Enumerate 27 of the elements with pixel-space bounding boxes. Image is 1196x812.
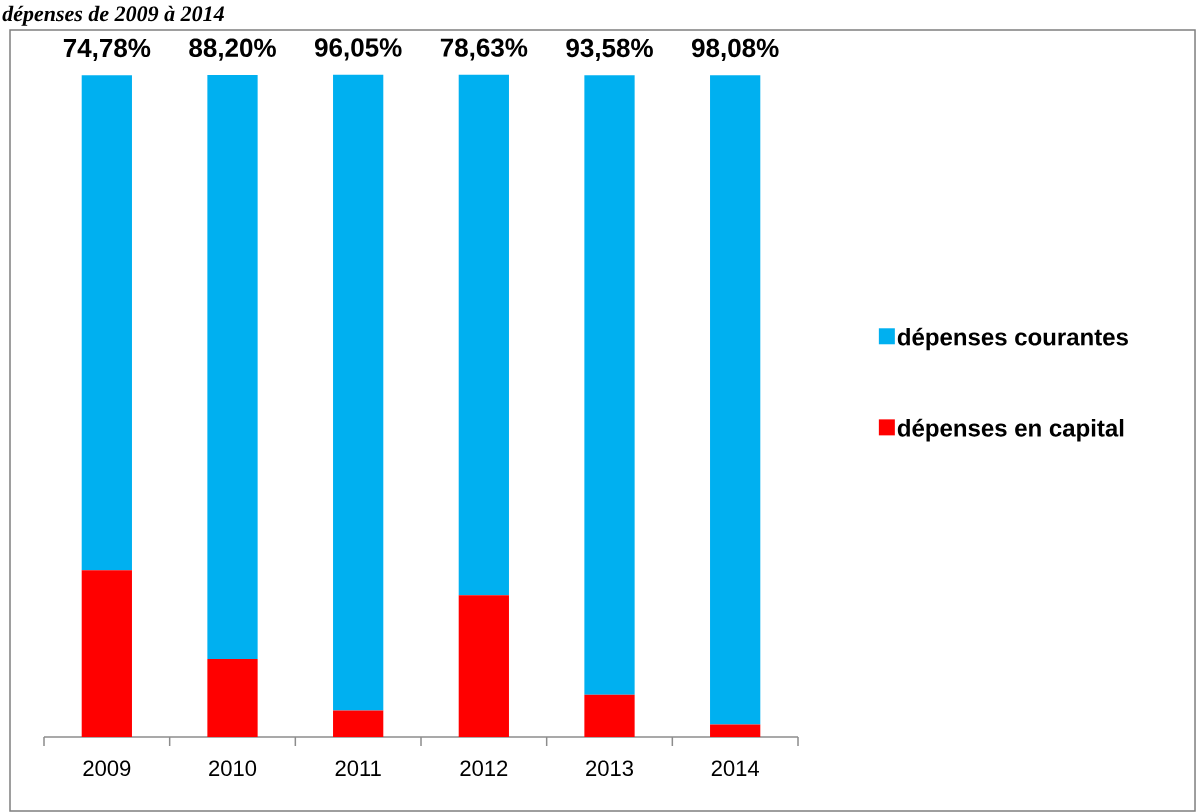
bar: [584, 694, 635, 737]
data-label: 93,58%: [566, 38, 653, 61]
bar: [710, 724, 761, 737]
legend-label: dépenses en capital: [897, 418, 1124, 442]
bar: [333, 710, 384, 737]
bar: [458, 595, 509, 737]
bar: [207, 74, 258, 659]
x-tick-label: 2010: [209, 760, 257, 777]
x-tick-label: 2014: [711, 760, 759, 777]
bar: [584, 75, 635, 695]
x-tick-label: 2013: [586, 760, 633, 777]
chart-title: dépenses de 2009 à 2014: [2, 5, 224, 26]
bar: [710, 75, 761, 725]
x-tick-label: 2009: [83, 760, 131, 777]
bar: [81, 570, 132, 737]
data-label: 88,20%: [189, 38, 276, 61]
data-label: 96,05%: [314, 38, 402, 61]
data-label: 98,08%: [691, 38, 779, 61]
bar: [81, 75, 132, 571]
x-tick-label: 2012: [460, 760, 508, 777]
bar: [458, 74, 509, 596]
data-label: 74,78%: [63, 38, 151, 61]
x-tick-label: 2011: [335, 760, 381, 777]
bar: [207, 658, 258, 737]
legend-label: dépenses courantes: [897, 327, 1128, 351]
bar: [333, 74, 384, 711]
data-label: 78,63%: [440, 38, 528, 61]
